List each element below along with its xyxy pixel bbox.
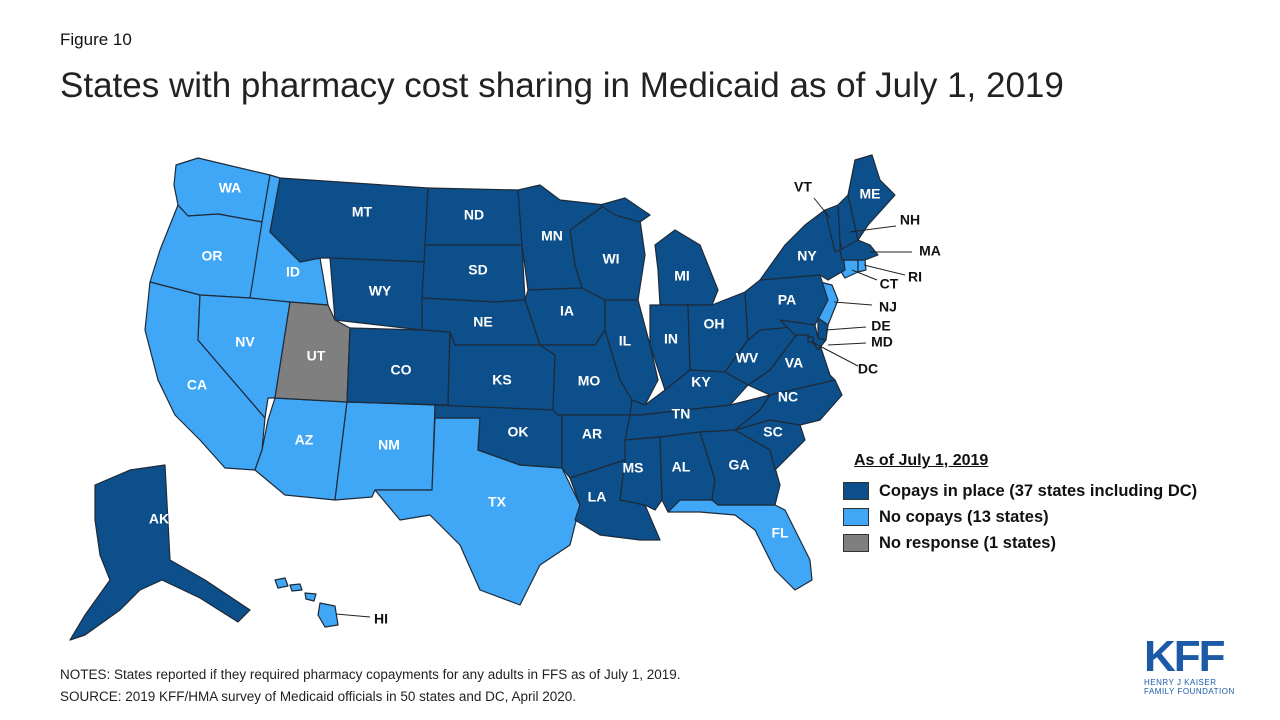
- state-nc: [734, 379, 843, 431]
- state-label-sc: SC: [763, 424, 782, 440]
- callout-line-nh: [849, 225, 897, 233]
- state-label-ny: NY: [797, 248, 817, 264]
- state-label-nm: NM: [378, 437, 400, 453]
- state-ri: [857, 259, 867, 273]
- callout-line-md: [827, 342, 867, 346]
- legend-label-copays: Copays in place (37 states including DC): [879, 481, 1198, 500]
- callout-line-ct: [851, 269, 878, 281]
- state-label-ia: IA: [560, 303, 574, 319]
- state-label-tx: TX: [488, 494, 507, 510]
- state-label-ok: OK: [508, 424, 529, 440]
- state-label-ct: CT: [880, 276, 899, 292]
- legend-title: As of July 1, 2019: [854, 452, 989, 469]
- state-label-ga: GA: [729, 457, 750, 473]
- callout-line-ri: [863, 264, 906, 276]
- state-label-il: IL: [619, 333, 632, 349]
- legend-swatch-no-copays: [843, 508, 869, 526]
- state-label-mt: MT: [352, 204, 373, 220]
- state-label-mi: MI: [674, 268, 690, 284]
- state-label-ri: RI: [908, 269, 922, 285]
- logo-line1: HENRY J KAISER: [1144, 678, 1217, 687]
- state-label-vt: VT: [794, 179, 812, 195]
- state-label-de: DE: [871, 318, 890, 334]
- legend-swatch-no-response: [843, 534, 869, 552]
- state-label-hi: HI: [374, 611, 388, 627]
- state-label-nj: NJ: [879, 299, 897, 315]
- state-label-la: LA: [588, 489, 607, 505]
- legend-label-no-copays: No copays (13 states): [879, 507, 1049, 526]
- state-label-id: ID: [286, 264, 300, 280]
- state-label-ar: AR: [582, 426, 602, 442]
- state-az: [254, 397, 348, 501]
- state-label-pa: PA: [778, 292, 796, 308]
- legend-swatch-copays: [843, 482, 869, 500]
- logo-mark: KFF: [1144, 632, 1226, 681]
- state-mt: [269, 177, 429, 263]
- state-fl: [667, 499, 813, 591]
- legend-label-no-response: No response (1 states): [879, 533, 1056, 552]
- state-label-me: ME: [860, 186, 881, 202]
- state-label-ut: UT: [307, 348, 326, 364]
- state-label-mn: MN: [541, 228, 563, 244]
- state-md: [779, 319, 827, 351]
- callout-line-dc: [811, 341, 859, 367]
- legend-item-no-copays: No copays (13 states): [843, 504, 1197, 530]
- state-label-va: VA: [785, 355, 803, 371]
- figure-label: Figure 10: [60, 30, 132, 49]
- footnotes: NOTES: States reported if they required …: [60, 664, 681, 708]
- state-label-or: OR: [202, 248, 223, 264]
- state-label-tn: TN: [672, 406, 691, 422]
- state-label-al: AL: [672, 459, 691, 475]
- chart-title: States with pharmacy cost sharing in Med…: [60, 66, 1064, 105]
- state-label-ma: MA: [919, 243, 941, 259]
- state-label-nv: NV: [235, 334, 255, 350]
- state-label-ks: KS: [492, 372, 511, 388]
- state-label-wy: WY: [369, 283, 392, 299]
- state-label-nd: ND: [464, 207, 484, 223]
- state-label-in: IN: [664, 331, 678, 347]
- state-label-oh: OH: [704, 316, 725, 332]
- callout-line-nj: [833, 301, 873, 306]
- state-label-co: CO: [391, 362, 412, 378]
- state-hi: [274, 577, 339, 628]
- state-label-mo: MO: [578, 373, 601, 389]
- state-label-ne: NE: [473, 314, 492, 330]
- state-label-sd: SD: [468, 262, 487, 278]
- logo-line2: FAMILY FOUNDATION: [1144, 687, 1235, 696]
- state-label-fl: FL: [771, 525, 789, 541]
- legend-item-no-response: No response (1 states): [843, 530, 1197, 556]
- state-ak: [69, 464, 251, 641]
- state-dc: [807, 336, 814, 343]
- kff-logo: KFF HENRY J KAISER FAMILY FOUNDATION: [1144, 632, 1240, 697]
- state-label-az: AZ: [295, 432, 314, 448]
- state-label-wi: WI: [602, 251, 619, 267]
- notes-text: NOTES: States reported if they required …: [60, 667, 681, 682]
- state-label-md: MD: [871, 334, 893, 350]
- state-label-nc: NC: [778, 389, 798, 405]
- state-mi: [599, 197, 719, 306]
- legend-item-copays: Copays in place (37 states including DC): [843, 478, 1197, 504]
- callout-line-de: [825, 326, 867, 331]
- callout-line-vt: [813, 197, 831, 219]
- state-label-ky: KY: [691, 374, 711, 390]
- state-de: [817, 317, 829, 341]
- source-text: SOURCE: 2019 KFF/HMA survey of Medicaid …: [60, 689, 576, 704]
- state-nv: [197, 294, 291, 419]
- state-label-wa: WA: [219, 180, 242, 196]
- legend: As of July 1, 2019 Copays in place (37 s…: [843, 452, 1197, 556]
- state-me: [847, 154, 896, 241]
- state-label-ms: MS: [623, 460, 644, 476]
- callout-line-hi: [335, 613, 371, 618]
- state-label-ca: CA: [187, 377, 207, 393]
- state-label-ak: AK: [149, 511, 169, 527]
- state-label-wv: WV: [736, 350, 759, 366]
- state-label-dc: DC: [858, 361, 878, 377]
- state-ma: [839, 239, 879, 261]
- state-ky: [629, 369, 749, 416]
- state-label-nh: NH: [900, 212, 920, 228]
